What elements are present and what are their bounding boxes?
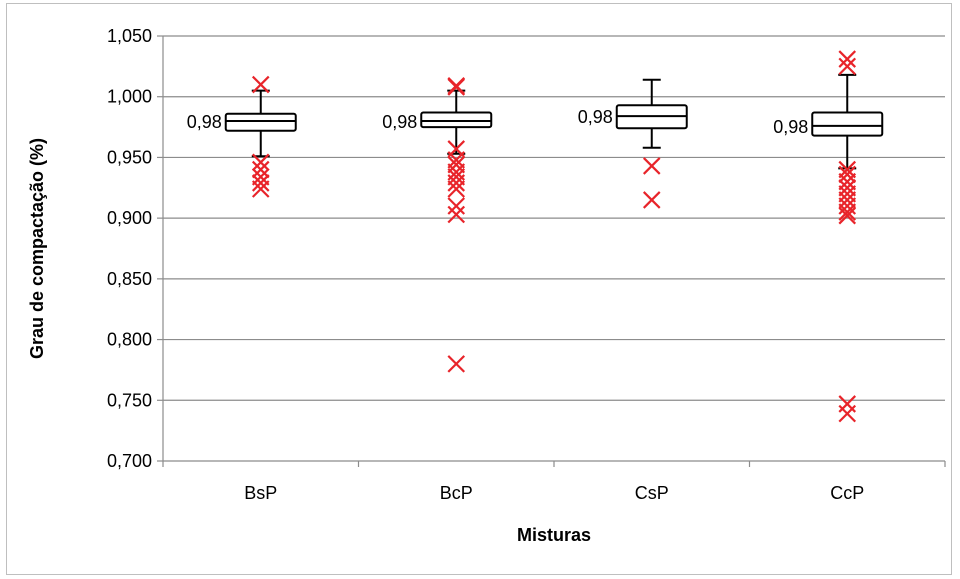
gridlines [157, 36, 945, 467]
y-tick-label: 0,700 [107, 451, 152, 471]
x-tick-label: CsP [635, 483, 669, 503]
outlier-marker [839, 406, 855, 422]
y-tick-label: 0,950 [107, 147, 152, 167]
y-tick-label: 0,900 [107, 208, 152, 228]
outlier-marker [448, 198, 464, 214]
x-tick-label: BsP [244, 483, 277, 503]
outlier-marker [839, 58, 855, 74]
x-tick-labels: BsP BcP CsP CcP [244, 483, 864, 503]
outlier-marker [448, 356, 464, 372]
outlier-marker [839, 51, 855, 67]
outlier-marker [644, 158, 660, 174]
median-label: 0,98 [773, 117, 808, 137]
box-iqr [226, 114, 296, 131]
median-label: 0,98 [382, 112, 417, 132]
x-tick-label: CcP [830, 483, 864, 503]
median-label: 0,98 [578, 107, 613, 127]
boxes: 0,98 0,98 0,98 0,98 [187, 75, 883, 169]
box-CsP: 0,98 [578, 80, 687, 148]
axes [163, 36, 945, 461]
y-tick-label: 0,750 [107, 390, 152, 410]
outlier-marker [253, 162, 269, 178]
box-BsP: 0,98 [187, 91, 296, 157]
y-axis-title: Grau de compactação (%) [27, 138, 47, 359]
outliers [253, 51, 856, 422]
outlier-marker [644, 192, 660, 208]
y-tick-label: 0,800 [107, 330, 152, 350]
box-iqr [812, 113, 882, 136]
median-label: 0,98 [187, 112, 222, 132]
y-tick-label: 1,000 [107, 87, 152, 107]
y-tick-label: 1,050 [107, 26, 152, 46]
box-iqr [421, 113, 491, 128]
outlier-marker [839, 208, 855, 224]
box-CcP: 0,98 [773, 75, 882, 169]
y-tick-label: 0,850 [107, 269, 152, 289]
box-BcP: 0,98 [382, 91, 491, 154]
x-tick-label: BcP [440, 483, 473, 503]
x-axis-title: Misturas [517, 525, 591, 545]
outlier-marker [448, 207, 464, 223]
y-tick-labels: 0,700 0,750 0,800 0,850 0,900 0,950 1,000 1,050 [107, 26, 152, 471]
